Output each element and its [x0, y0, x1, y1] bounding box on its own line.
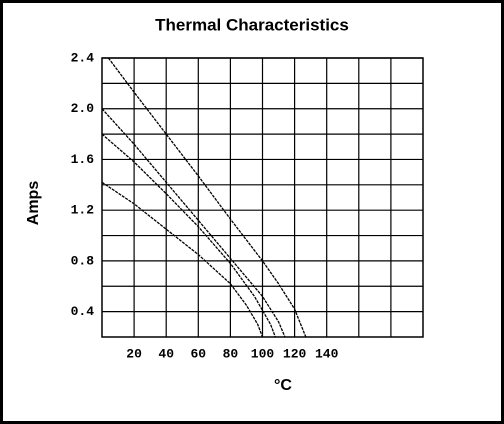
x-tick-label: 100	[251, 346, 275, 361]
x-tick-label: 40	[158, 346, 174, 361]
x-tick-label: 80	[223, 346, 239, 361]
y-tick-label: 1.2	[71, 203, 95, 218]
series-line	[101, 108, 286, 338]
y-tick-label: 0.8	[71, 253, 95, 268]
y-tick-label: 2.0	[71, 101, 95, 116]
x-tick-label: 140	[315, 346, 339, 361]
x-tick-label: 60	[190, 346, 206, 361]
series-line	[101, 133, 276, 338]
chart-title: Thermal Characteristics	[155, 15, 349, 34]
series-line	[101, 181, 264, 338]
x-axis-label: °C	[274, 377, 292, 394]
y-axis-label: Amps	[25, 181, 42, 226]
y-tick-label: 2.4	[71, 50, 95, 65]
y-tick-label: 1.6	[71, 152, 95, 167]
series-line	[107, 57, 307, 338]
y-tick-label: 0.4	[71, 304, 95, 319]
x-tick-label: 120	[283, 346, 307, 361]
x-tick-label: 20	[126, 346, 142, 361]
